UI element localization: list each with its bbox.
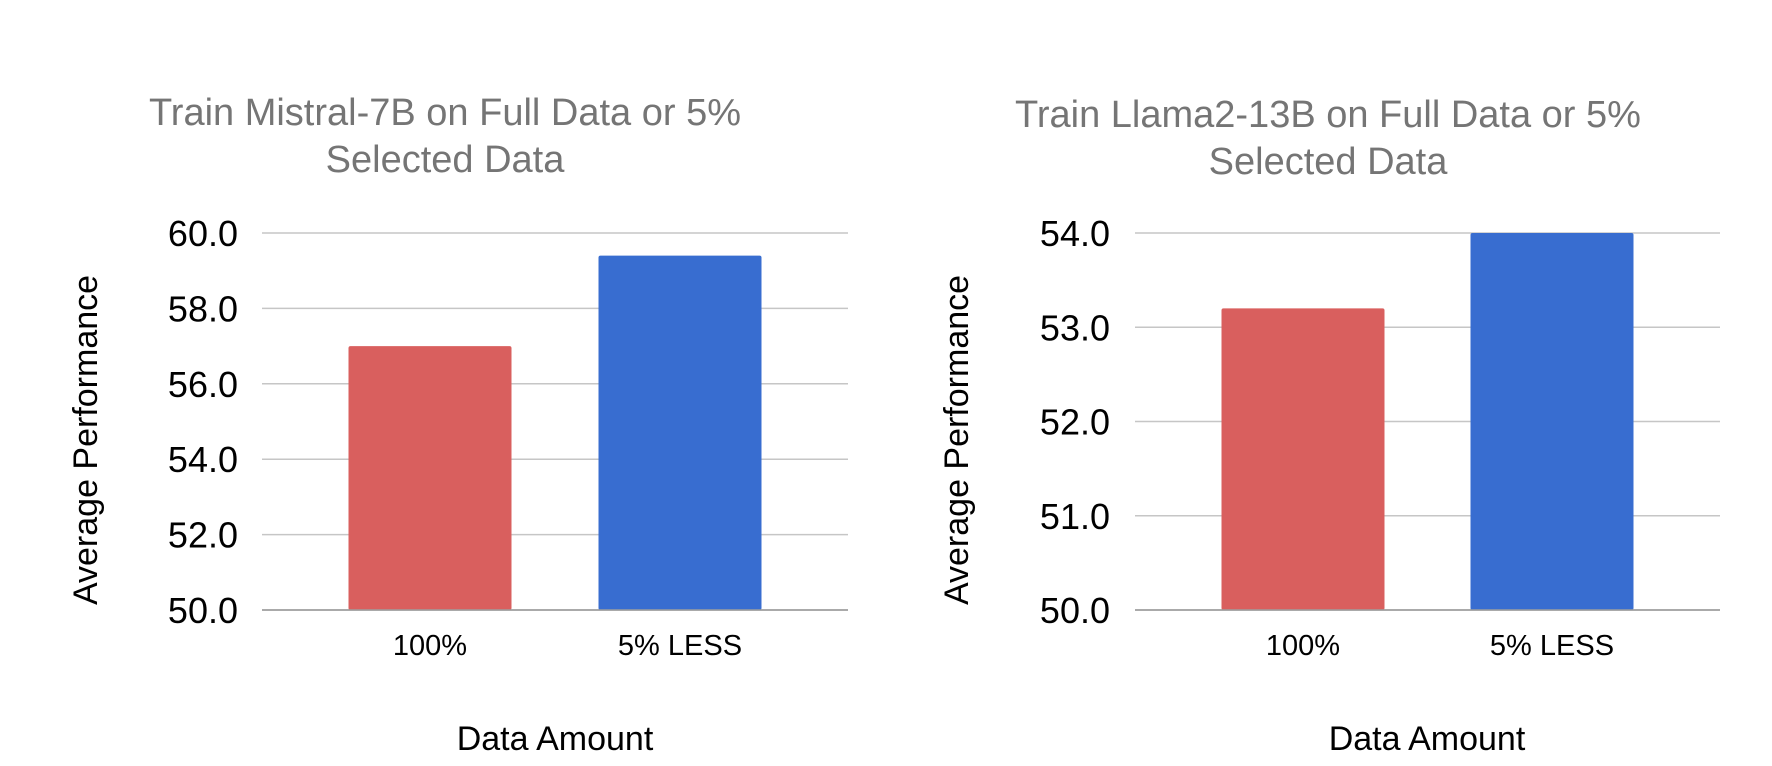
chart-title-line-2: Selected Data (326, 139, 566, 181)
y-tick-label: 60.0 (168, 213, 238, 254)
bars (1221, 233, 1634, 610)
y-tick-label: 51.0 (1040, 496, 1110, 537)
bar-less-5pct (598, 255, 762, 610)
chart-title-line-2: Selected Data (1209, 141, 1449, 183)
x-axis-label: Data Amount (457, 720, 654, 758)
bar-full-data (1221, 308, 1385, 610)
x-tick-label: 100% (1266, 630, 1340, 662)
y-axis-label: Average Performance (938, 275, 976, 605)
x-axis-label: Data Amount (1329, 720, 1526, 758)
bars (348, 255, 762, 610)
bar-full-data (348, 346, 512, 610)
y-tick-label: 54.0 (168, 439, 238, 480)
y-tick-label: 50.0 (1040, 590, 1110, 631)
chart-title-line-1: Train Llama2-13B on Full Data or 5% (1015, 94, 1641, 136)
chart-title-line-1: Train Mistral-7B on Full Data or 5% (149, 92, 741, 134)
x-tick-label: 100% (393, 630, 467, 662)
y-axis-label: Average Performance (67, 275, 105, 605)
y-tick-labels: 50.0 51.0 52.0 53.0 54.0 (1040, 213, 1110, 631)
bar-less-5pct (1470, 233, 1634, 610)
x-tick-label: 5% LESS (618, 630, 742, 662)
x-tick-labels: 100% 5% LESS (393, 630, 742, 662)
x-tick-labels: 100% 5% LESS (1266, 630, 1614, 662)
x-tick-label: 5% LESS (1490, 630, 1614, 662)
y-tick-label: 52.0 (168, 515, 238, 556)
y-tick-labels: 50.0 52.0 54.0 56.0 58.0 60.0 (168, 213, 238, 631)
y-tick-label: 54.0 (1040, 213, 1110, 254)
y-tick-label: 52.0 (1040, 402, 1110, 443)
chart-mistral-7b: Train Mistral-7B on Full Data or 5% Sele… (67, 92, 848, 758)
chart-llama2-13b: Train Llama2-13B on Full Data or 5% Sele… (938, 94, 1720, 758)
y-tick-label: 50.0 (168, 590, 238, 631)
y-tick-label: 56.0 (168, 364, 238, 405)
y-tick-label: 53.0 (1040, 307, 1110, 348)
y-tick-label: 58.0 (168, 288, 238, 329)
